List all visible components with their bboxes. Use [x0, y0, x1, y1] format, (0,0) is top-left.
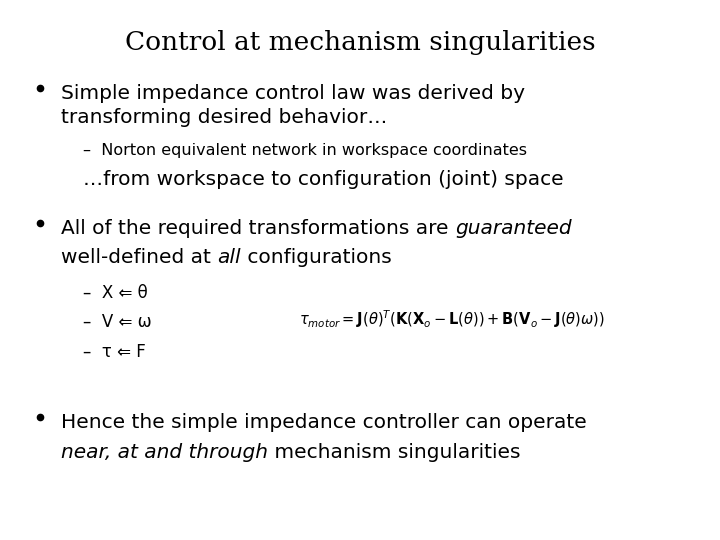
- Text: –  τ ⇐ F: – τ ⇐ F: [83, 343, 145, 361]
- Text: near, at and through: near, at and through: [61, 443, 268, 462]
- Text: mechanism singularities: mechanism singularities: [268, 443, 521, 462]
- Text: all: all: [217, 248, 241, 267]
- Text: well-defined at: well-defined at: [61, 248, 217, 267]
- Text: …from workspace to configuration (joint) space: …from workspace to configuration (joint)…: [83, 170, 564, 189]
- Text: $\tau_{\mathit{motor}} = \mathbf{J}(\theta)^T(\mathbf{K}(\mathbf{X}_o - \mathbf{: $\tau_{\mathit{motor}} = \mathbf{J}(\the…: [299, 308, 605, 329]
- Text: –  V ⇐ ω: – V ⇐ ω: [83, 313, 151, 331]
- Text: guaranteed: guaranteed: [455, 219, 572, 238]
- Text: Control at mechanism singularities: Control at mechanism singularities: [125, 30, 595, 55]
- Text: All of the required transformations are: All of the required transformations are: [61, 219, 455, 238]
- Text: –  Norton equivalent network in workspace coordinates: – Norton equivalent network in workspace…: [83, 143, 527, 158]
- Text: configurations: configurations: [241, 248, 392, 267]
- Text: –  X ⇐ θ: – X ⇐ θ: [83, 284, 148, 301]
- Text: Simple impedance control law was derived by
transforming desired behavior…: Simple impedance control law was derived…: [61, 84, 525, 127]
- Text: Hence the simple impedance controller can operate: Hence the simple impedance controller ca…: [61, 413, 587, 432]
